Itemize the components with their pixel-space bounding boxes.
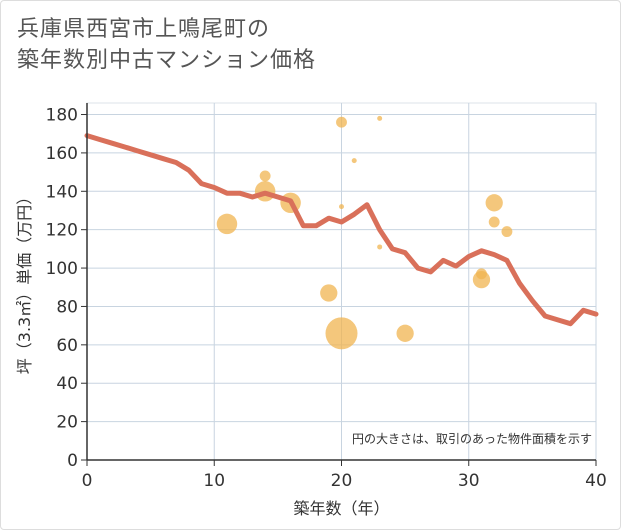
trend-series [84,133,599,327]
y-tick-label: 100 [46,259,78,279]
y-tick-label: 60 [56,336,78,356]
tick-labels: 0 10 20 30 40 0 20 40 60 80 100 120 140 160 180 [46,106,607,491]
x-axis-label: 築年数（年） [293,499,389,518]
bubble-point [377,244,383,250]
bubble-point [325,317,358,350]
x-tick-label: 30 [458,471,480,491]
grid-lines [86,102,597,461]
y-tick-label: 180 [46,106,78,126]
y-tick-label: 0 [67,451,78,471]
y-tick-label: 40 [56,374,78,394]
y-tick-label: 20 [56,413,78,433]
bubble-series [216,115,513,350]
bubble-point [472,270,491,289]
x-tick-label: 0 [82,471,93,491]
y-tick-label: 80 [56,297,78,317]
bubble-point [501,226,513,238]
bubble-point [320,284,338,302]
bubble-point [485,194,503,212]
x-tick-label: 20 [331,471,353,491]
bubble-point [488,216,500,228]
y-tick-label: 140 [46,182,78,202]
chart-title-line-2: 築年数別中古マンション価格 [17,48,317,73]
bubble-point [377,115,383,121]
chart-title: 兵庫県西宮市上鳴尾町の 築年数別中古マンション価格 [17,14,316,76]
x-tick-label: 10 [203,471,225,491]
x-tick-label: 40 [585,471,607,491]
bubble-point [396,324,414,342]
chart-title-line-1: 兵庫県西宮市上鳴尾町の [17,17,271,42]
bubble-point [259,170,271,182]
trend-line [84,133,599,327]
bubble-size-note: 円の大きさは、取引のあった物件面積を示す [352,431,592,446]
y-axis-label: 坪（3.3㎡）単価（万円） [15,189,34,374]
bubble-point [216,213,238,235]
axes [81,103,597,466]
bubble-point [351,158,357,164]
y-tick-label: 120 [46,221,78,241]
bubble-point [336,116,347,128]
bubble-point [339,204,344,210]
y-tick-label: 160 [46,144,78,164]
